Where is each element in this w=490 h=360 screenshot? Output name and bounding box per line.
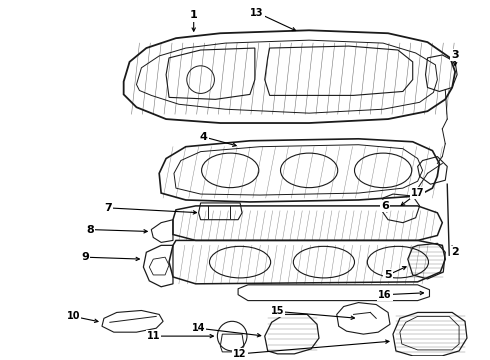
Text: 15: 15 [271,306,284,316]
Text: 8: 8 [86,225,94,235]
Text: 9: 9 [81,252,89,262]
Text: 12: 12 [233,349,247,359]
Text: 4: 4 [199,132,207,142]
Text: 10: 10 [67,311,80,321]
Text: 11: 11 [147,331,160,341]
Text: 6: 6 [381,201,389,211]
Text: 17: 17 [411,188,424,198]
Text: 5: 5 [384,270,392,280]
Text: 14: 14 [192,323,205,333]
Text: 2: 2 [451,247,459,257]
Text: 3: 3 [451,50,459,60]
Text: 7: 7 [104,203,112,213]
Text: 13: 13 [250,8,264,18]
Text: 16: 16 [378,290,392,300]
Text: 1: 1 [190,10,197,21]
